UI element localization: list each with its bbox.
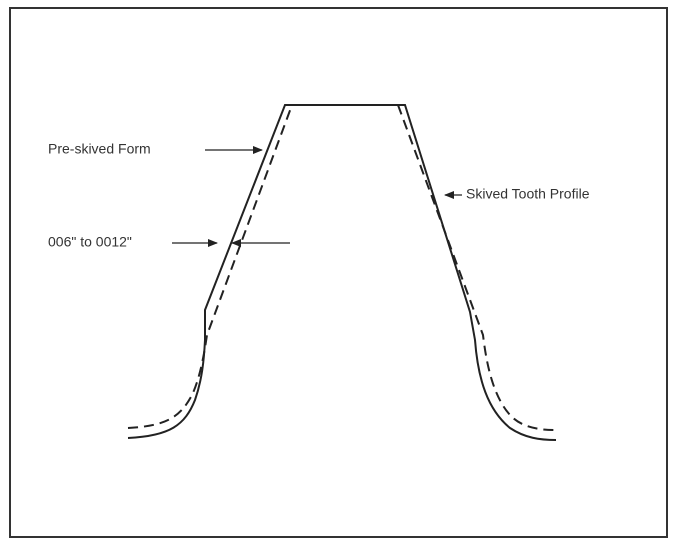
pre-skived-form-line [127, 104, 557, 441]
frame [9, 7, 668, 538]
skived-label: Skived Tooth Profile [466, 186, 590, 202]
pre-skived-label: Pre-skived Form [48, 141, 151, 157]
skived-profile-line [127, 104, 557, 431]
tolerance-label: 006" to 0012" [48, 234, 132, 250]
